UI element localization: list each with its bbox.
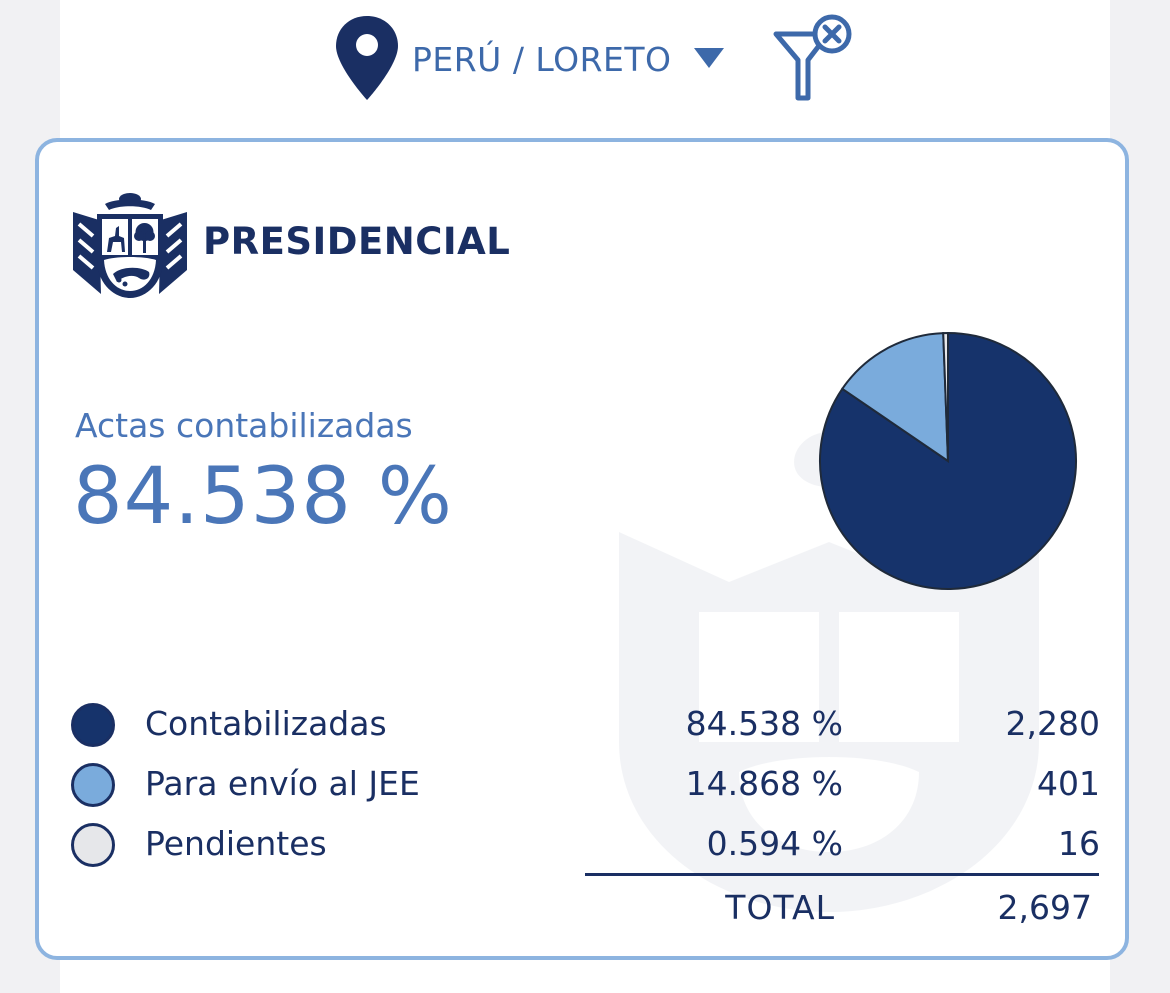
legend-dot bbox=[71, 823, 115, 867]
legend-count: 401 bbox=[1037, 764, 1100, 803]
legend-row-pendientes: Pendientes 0.594 % 16 bbox=[39, 820, 1125, 870]
legend-count: 16 bbox=[1058, 824, 1100, 863]
legend-percent: 0.594 % bbox=[706, 824, 843, 863]
emblem-watermark-icon bbox=[619, 432, 1039, 912]
legend-name: Contabilizadas bbox=[145, 704, 387, 743]
map-pin-icon bbox=[336, 16, 398, 100]
legend-dot bbox=[71, 703, 115, 747]
legend-percent: 84.538 % bbox=[685, 704, 843, 743]
legend-count: 2,280 bbox=[1005, 704, 1100, 743]
legend-row-contabilizadas: Contabilizadas 84.538 % 2,280 bbox=[39, 700, 1125, 750]
location-label: PERÚ / LORETO bbox=[412, 39, 672, 79]
total-value: 2,697 bbox=[997, 888, 1092, 927]
legend-name: Para envío al JEE bbox=[145, 764, 420, 803]
election-type-title: PRESIDENCIAL bbox=[203, 220, 511, 263]
legend-name: Pendientes bbox=[145, 824, 327, 863]
stat-label: Actas contabilizadas bbox=[75, 406, 413, 445]
total-divider bbox=[585, 873, 1099, 876]
location-bar: PERÚ / LORETO bbox=[0, 0, 1170, 120]
location-dropdown[interactable]: PERÚ / LORETO bbox=[412, 32, 724, 86]
results-card: PRESIDENCIAL Actas contabilizadas 84.538… bbox=[35, 138, 1129, 960]
filter-clear-icon[interactable] bbox=[770, 12, 856, 104]
total-label: TOTAL bbox=[725, 888, 835, 927]
pie-chart bbox=[819, 331, 1077, 590]
legend-percent: 14.868 % bbox=[685, 764, 843, 803]
peru-coat-of-arms-icon bbox=[73, 193, 187, 298]
legend-row-para-envio-jee: Para envío al JEE 14.868 % 401 bbox=[39, 760, 1125, 810]
pie-slice-para-env-o-al-jee bbox=[840, 332, 950, 463]
pie-slice-pendientes bbox=[942, 331, 949, 462]
legend-dot bbox=[71, 763, 115, 807]
chevron-down-icon bbox=[693, 48, 724, 68]
stat-value: 84.538 % bbox=[73, 452, 453, 542]
